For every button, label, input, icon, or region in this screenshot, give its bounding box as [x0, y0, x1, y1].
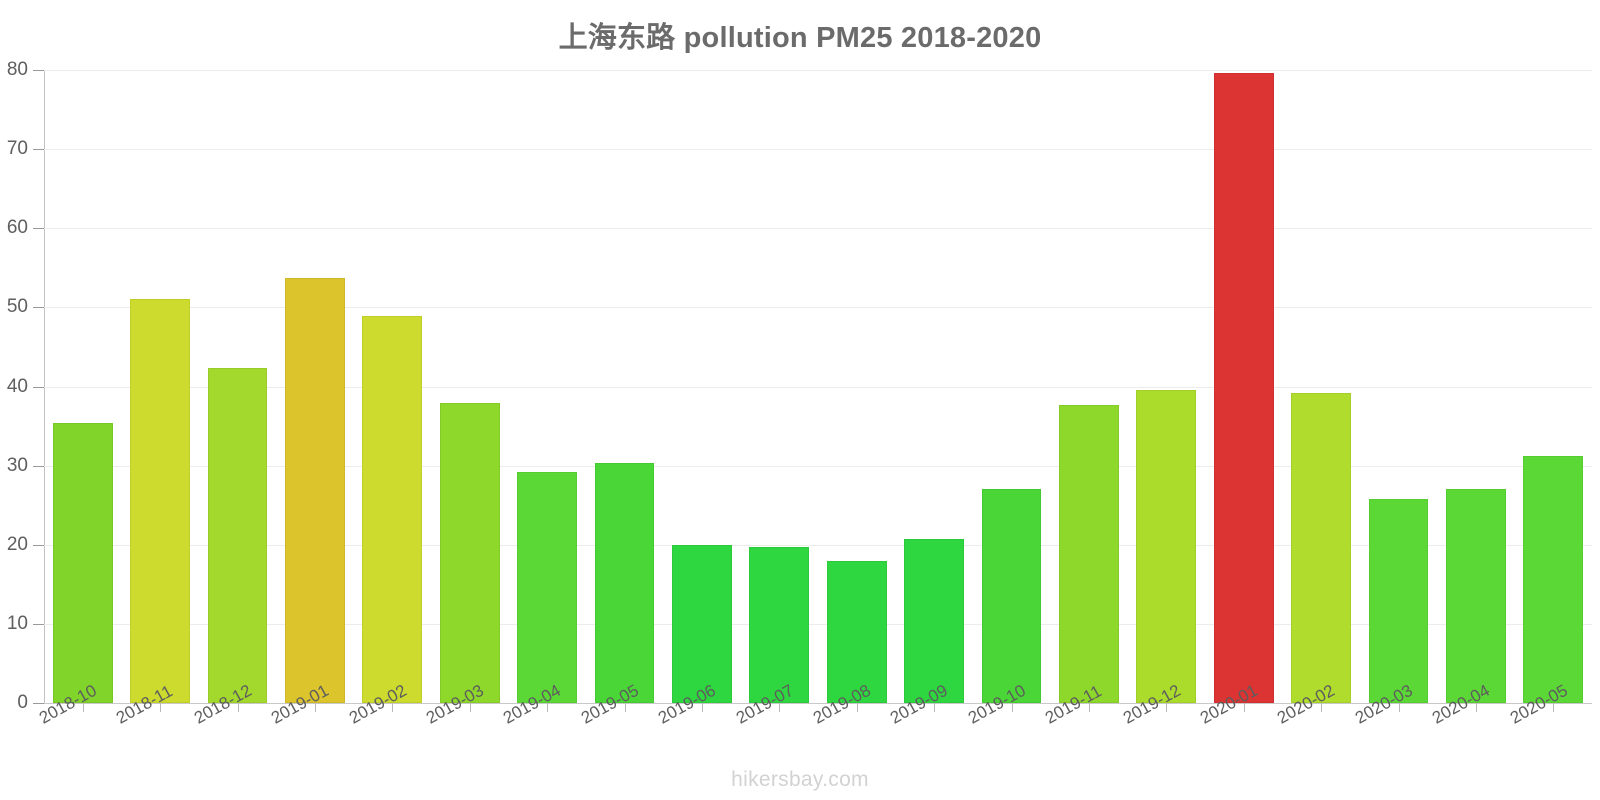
bar[interactable]: [1213, 73, 1274, 703]
x-axis-tick: [779, 703, 781, 712]
bar[interactable]: [1445, 488, 1506, 703]
bar[interactable]: [981, 489, 1042, 703]
bar[interactable]: [671, 544, 732, 703]
x-axis-tick: [1321, 703, 1323, 712]
gridline: [44, 70, 1592, 71]
y-axis-tick: [33, 623, 44, 625]
y-axis-tick: [33, 544, 44, 546]
y-axis-label: 40: [6, 375, 28, 397]
bar[interactable]: [1523, 456, 1584, 703]
y-axis-label: 80: [6, 59, 28, 80]
y-axis-tick: [33, 703, 44, 704]
gridline: [44, 386, 1592, 388]
plot-area: [33, 70, 1592, 704]
bar[interactable]: [1136, 389, 1197, 703]
bar[interactable]: [749, 547, 810, 703]
bar[interactable]: [1291, 392, 1352, 703]
gridline: [44, 228, 1592, 230]
x-axis-tick: [314, 703, 316, 712]
y-axis-label: 20: [6, 533, 28, 555]
x-axis-tick: [547, 703, 549, 712]
y-axis-label: 70: [6, 138, 28, 160]
bar[interactable]: [1058, 404, 1119, 703]
x-axis-tick: [1088, 703, 1090, 712]
bar[interactable]: [52, 422, 113, 703]
bar[interactable]: [130, 298, 191, 703]
y-axis-label: 30: [6, 454, 28, 476]
x-axis-tick: [1475, 703, 1477, 712]
gridline: [44, 703, 1592, 704]
x-axis-tick: [856, 703, 858, 712]
bar[interactable]: [362, 316, 423, 703]
y-axis-label: 50: [6, 296, 28, 318]
y-axis-tick: [33, 465, 44, 467]
x-axis-tick: [160, 703, 162, 712]
y-axis-tick: [33, 386, 44, 388]
gridline: [44, 307, 1592, 309]
bar[interactable]: [594, 463, 655, 703]
x-axis-tick: [1398, 703, 1400, 712]
x-axis-tick: [237, 703, 239, 712]
bar[interactable]: [904, 539, 965, 703]
y-axis-tick: [33, 307, 44, 309]
y-axis-label: 0: [17, 692, 28, 713]
bar[interactable]: [517, 471, 578, 703]
x-axis-labels-group: 2018-10 2018-11 2018-12 2019-01 2019-02 2019-…: [36, 681, 1592, 793]
x-axis-tick: [392, 703, 394, 712]
chart-title: 上海东路 pollution PM25 2018-2020: [558, 22, 1042, 54]
footer-credit: hikersbay.com: [731, 768, 869, 791]
x-axis-tick: [934, 703, 936, 712]
x-axis-tick: [1011, 703, 1013, 712]
y-axis-label: 10: [6, 612, 28, 634]
bar[interactable]: [207, 368, 268, 703]
x-axis-tick: [1553, 703, 1555, 712]
y-axis-tick: [33, 70, 44, 71]
bar[interactable]: [284, 278, 345, 703]
gridline: [44, 465, 1592, 467]
gridline: [44, 149, 1592, 151]
bar[interactable]: [1368, 498, 1429, 703]
gridline: [44, 544, 1592, 546]
gridline: [44, 623, 1592, 625]
x-axis-tick: [1243, 703, 1245, 712]
x-axis-tick: [1166, 703, 1168, 712]
bars-group: [44, 70, 1592, 703]
x-axis-tick: [701, 703, 703, 712]
x-axis-tick: [469, 703, 471, 712]
y-axis-label: 60: [6, 217, 28, 239]
x-axis-tick: [82, 703, 84, 712]
y-axis-tick: [33, 228, 44, 230]
bar[interactable]: [826, 560, 887, 703]
x-axis-tick: [624, 703, 626, 712]
bar[interactable]: [439, 403, 500, 703]
y-axis-tick: [33, 149, 44, 151]
